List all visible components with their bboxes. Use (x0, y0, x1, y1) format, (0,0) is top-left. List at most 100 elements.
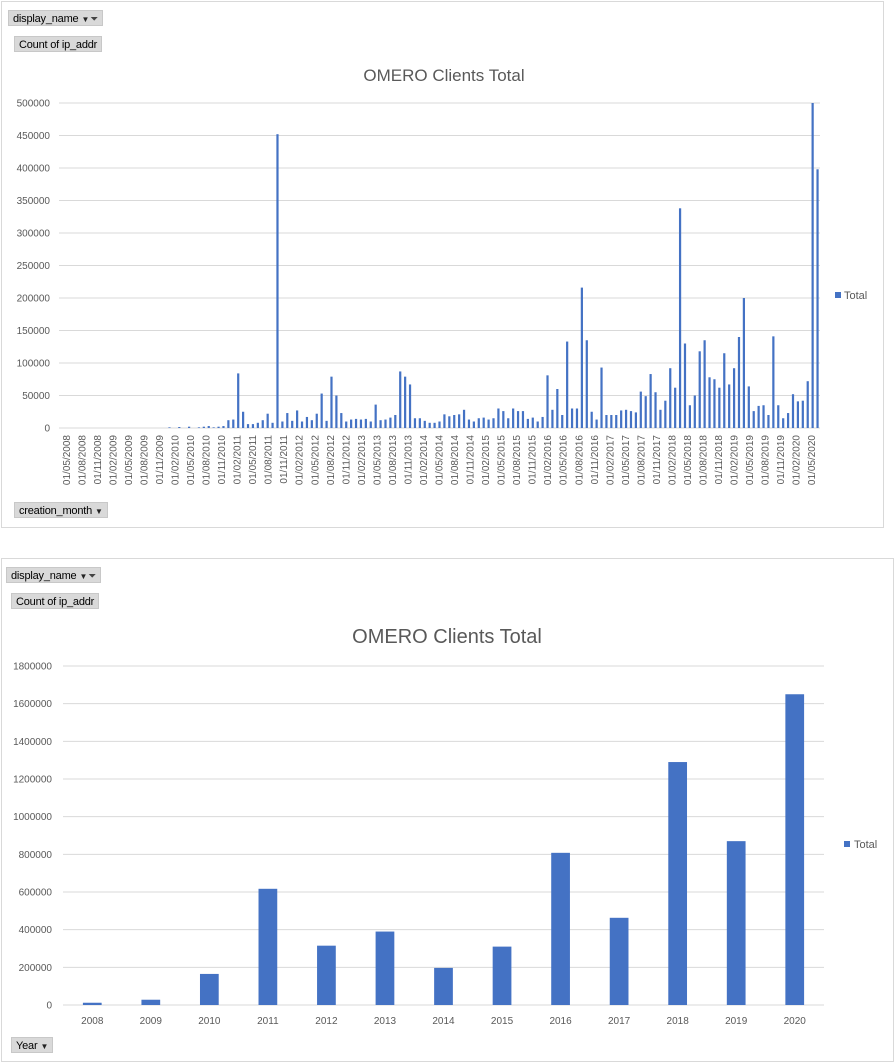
x-tick-label: 01/08/2014 (450, 435, 461, 485)
bar (526, 418, 529, 428)
x-tick-label: 01/02/2010 (170, 435, 181, 485)
x-tick-label: 01/11/2011 (279, 435, 290, 484)
bar (477, 418, 480, 428)
bar (516, 411, 520, 428)
bar (708, 377, 711, 428)
display-name-filter-button[interactable]: display_name ▼⏷ (6, 567, 102, 583)
bar (669, 368, 672, 428)
bar (261, 420, 264, 428)
bar (551, 852, 570, 1005)
bar (374, 404, 377, 428)
x-tick-label: 01/08/2012 (326, 435, 337, 485)
y-tick-label: 0 (46, 1001, 52, 1012)
bar (757, 405, 760, 428)
x-tick-label: 01/05/2009 (124, 435, 135, 485)
bar (325, 420, 328, 428)
bar (418, 418, 421, 428)
chart-title: OMERO Clients Total (352, 626, 542, 648)
y-tick-label: 150000 (17, 326, 51, 337)
bar (291, 420, 294, 428)
bar (698, 351, 701, 428)
bar (443, 414, 446, 428)
x-tick-label: 01/05/2008 (62, 435, 73, 485)
x-tick-label: 01/11/2015 (528, 435, 539, 485)
bar (659, 409, 662, 428)
bar (575, 408, 579, 428)
bar (531, 417, 534, 428)
bar (227, 420, 230, 428)
bar (816, 169, 819, 429)
bar (624, 409, 628, 428)
bar (507, 418, 510, 428)
bar (620, 410, 623, 428)
bar (434, 967, 453, 1005)
legend-label: Total (854, 839, 877, 851)
bar (492, 418, 495, 428)
bar (762, 405, 765, 428)
bar (811, 103, 814, 428)
bar (590, 411, 593, 428)
legend-swatch (835, 292, 841, 298)
x-tick-label: 2014 (432, 1016, 455, 1027)
bar (556, 389, 559, 428)
bar (354, 418, 358, 428)
bar (512, 408, 515, 428)
bar (438, 421, 441, 428)
x-tick-label: 2012 (315, 1016, 338, 1027)
x-tick-label: 01/11/2018 (714, 435, 725, 485)
creation-month-axis-button[interactable]: creation_month ▼ (14, 502, 108, 518)
bar (605, 415, 608, 428)
bar (222, 426, 225, 428)
bar (458, 414, 461, 428)
bar (394, 415, 397, 428)
bar (350, 419, 353, 428)
bar (188, 426, 191, 428)
bar (408, 384, 412, 428)
bar (497, 408, 500, 428)
bar (492, 946, 512, 1005)
bar (580, 287, 583, 428)
bar (615, 415, 618, 428)
bar (546, 375, 549, 428)
bar (276, 134, 279, 428)
bar (428, 422, 431, 428)
bar (747, 386, 750, 428)
bar (462, 409, 466, 428)
x-tick-label: 01/11/2009 (155, 435, 166, 485)
chart-yearly: OMERO Clients Total 0 200000 400000 600000 80… (13, 626, 877, 1027)
display-name-filter-button[interactable]: display_name ▼⏷ (8, 10, 104, 26)
x-tick-label: 01/08/2013 (388, 435, 399, 485)
bar (286, 413, 289, 428)
bar (232, 419, 235, 428)
x-tick-label: 01/08/2015 (512, 435, 523, 485)
x-tick-label: 01/08/2010 (202, 435, 213, 485)
bar (178, 427, 181, 428)
dropdown-arrow-icon: ▼ (40, 1042, 49, 1051)
bar (345, 421, 348, 428)
bar (726, 841, 746, 1005)
chart-monthly: OMERO Clients Total 0 50000 100000 150000 200… (17, 66, 868, 485)
x-tick-label: 01/02/2011 (233, 435, 244, 485)
bar (375, 931, 395, 1005)
bar (786, 413, 790, 428)
year-axis-button[interactable]: Year ▼ (11, 1037, 54, 1053)
x-tick-label: 2020 (784, 1016, 807, 1027)
bar (300, 421, 304, 428)
bar (801, 400, 804, 428)
y-tick-label: 350000 (17, 196, 51, 207)
x-tick-label: 01/05/2018 (683, 435, 694, 485)
bar (566, 341, 569, 428)
x-tick-label: 01/08/2019 (761, 435, 772, 485)
bar (536, 421, 539, 428)
x-tick-label: 01/05/2013 (372, 435, 383, 485)
bar (609, 917, 629, 1005)
x-tick-label: 01/02/2012 (295, 435, 306, 485)
value-field-text: Count of ip_addr (16, 596, 95, 608)
y-tick-label: 1600000 (13, 699, 52, 710)
y-tick-label: 200000 (17, 294, 51, 305)
legend-swatch (844, 841, 850, 847)
y-tick-label: 1800000 (13, 662, 52, 673)
x-tick-label: 2010 (198, 1016, 221, 1027)
bar (335, 395, 338, 428)
bar (737, 337, 741, 428)
